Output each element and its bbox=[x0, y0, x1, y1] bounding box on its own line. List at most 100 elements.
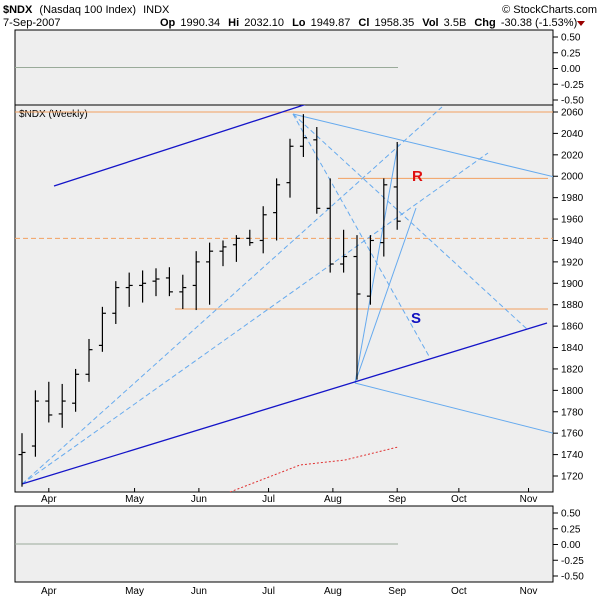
bottom-axis: 0.50 0.25 0.00 -0.25 -0.50 bbox=[553, 509, 584, 583]
top-axis: 0.50 0.25 0.00 -0.25 -0.50 bbox=[553, 33, 584, 107]
change-value: -30.38 (-1.53%) bbox=[501, 17, 577, 29]
ohlc-bar bbox=[179, 274, 187, 309]
ohlc-bar bbox=[18, 433, 26, 487]
symbol: $NDX bbox=[3, 4, 33, 16]
bottom-xtick-label: Aug bbox=[324, 586, 342, 597]
indicator-ytick-label: 0.50 bbox=[561, 509, 581, 520]
high-value: 2032.10 bbox=[244, 17, 284, 29]
bottom-xtick-label: Jul bbox=[262, 586, 275, 597]
down-arrow-icon bbox=[577, 21, 585, 26]
bottom-xtick-label: Nov bbox=[520, 586, 538, 597]
top-indicator-panel: 0.50 0.25 0.00 -0.25 -0.50 bbox=[14, 29, 584, 107]
chart-header: $NDX (Nasdaq 100 Index) INDX © StockChar… bbox=[3, 4, 597, 29]
support-label: S bbox=[411, 310, 421, 327]
indicator-ytick-label: -0.25 bbox=[561, 80, 584, 91]
price-xtick-label: Oct bbox=[451, 494, 467, 505]
ohlc-bar bbox=[313, 126, 321, 214]
quote-line: Op 1990.34 Hi 2032.10 Lo 1949.87 Cl 1958… bbox=[160, 17, 577, 29]
price-ytick-label: 1860 bbox=[561, 322, 584, 333]
price-ytick-label: 1840 bbox=[561, 343, 584, 354]
exchange: INDX bbox=[143, 4, 170, 16]
fan-solid-line bbox=[354, 207, 417, 384]
volume-label: Vol bbox=[422, 17, 438, 29]
indicator-ytick-label: 0.50 bbox=[561, 33, 581, 44]
price-bars bbox=[18, 114, 401, 487]
ohlc-bar bbox=[353, 235, 361, 380]
close-label: Cl bbox=[358, 17, 369, 29]
price-xtick-label: Sep bbox=[388, 494, 406, 505]
index-name: (Nasdaq 100 Index) bbox=[39, 4, 136, 16]
horizontal-levels bbox=[15, 111, 553, 310]
low-label: Lo bbox=[292, 17, 306, 29]
svg-text:$NDX (Nasdaq 100 Index): $NDX (Nasdaq 100 Index) INDX bbox=[3, 4, 170, 16]
price-xtick-label: May bbox=[125, 494, 144, 505]
price-ytick-label: 2060 bbox=[561, 108, 584, 119]
ohlc-bar bbox=[152, 268, 160, 297]
price-xtick-label: Apr bbox=[41, 494, 57, 505]
ohlc-bar bbox=[340, 229, 348, 273]
price-xtick-label: Jun bbox=[191, 494, 207, 505]
fan-lines bbox=[21, 106, 553, 485]
ohlc-bar bbox=[206, 242, 214, 305]
ohlc-bar bbox=[45, 381, 53, 423]
ohlc-bar bbox=[192, 251, 200, 311]
price-ytick-label: 2040 bbox=[561, 129, 584, 140]
ohlc-bar bbox=[393, 141, 401, 230]
price-ytick-label: 1920 bbox=[561, 257, 584, 268]
price-x-axis: Apr May Jun Jul Aug Sep Oct Nov bbox=[41, 488, 537, 505]
ohlc-bar bbox=[31, 390, 39, 457]
price-ytick-label: 1940 bbox=[561, 236, 584, 247]
indicator-ytick-label: 0.00 bbox=[561, 540, 581, 551]
ohlc-bar bbox=[85, 338, 93, 382]
price-ytick-label: 1740 bbox=[561, 450, 584, 461]
indicator-ytick-label: -0.50 bbox=[561, 572, 584, 583]
indicator-ytick-label: 0.25 bbox=[561, 524, 581, 535]
high-label: Hi bbox=[228, 17, 239, 29]
price-xtick-label: Nov bbox=[520, 494, 538, 505]
indicator-ytick-label: -0.25 bbox=[561, 556, 584, 567]
ohlc-bar bbox=[273, 178, 281, 241]
fan-dashed-line bbox=[21, 152, 489, 485]
bottom-xtick-label: Apr bbox=[41, 586, 57, 597]
ohlc-bar bbox=[139, 270, 147, 303]
volume-value: 3.5B bbox=[444, 17, 467, 29]
indicator-ytick-label: 0.25 bbox=[561, 48, 581, 59]
price-ytick-label: 2000 bbox=[561, 172, 584, 183]
fan-dashed-line bbox=[21, 106, 443, 485]
fan-solid-line bbox=[354, 382, 553, 434]
price-ytick-label: 1800 bbox=[561, 386, 584, 397]
ohlc-bar bbox=[58, 383, 66, 428]
chart-date: 7-Sep-2007 bbox=[3, 17, 61, 29]
ohlc-bar bbox=[259, 206, 267, 254]
upper-channel-line bbox=[53, 105, 306, 187]
ohlc-bar bbox=[72, 368, 80, 412]
price-ytick-label: 1880 bbox=[561, 300, 584, 311]
bottom-xtick-label: Jun bbox=[191, 586, 207, 597]
fan-dashed-line bbox=[292, 113, 431, 359]
bottom-indicator-panel: 0.50 0.25 0.00 -0.25 -0.50 Apr May Jun Jul Aug Se… bbox=[14, 505, 584, 597]
price-panel: $NDX (Weekly) 2060 2040 2020 2000 1980 1960 19… bbox=[14, 104, 584, 505]
indicator-ytick-label: -0.50 bbox=[561, 96, 584, 107]
price-ytick-label: 1720 bbox=[561, 472, 584, 483]
ohlc-bar bbox=[299, 114, 307, 157]
price-ytick-label: 1960 bbox=[561, 215, 584, 226]
price-ytick-label: 1820 bbox=[561, 364, 584, 375]
ohlc-bar bbox=[125, 272, 133, 307]
price-ytick-label: 1780 bbox=[561, 407, 584, 418]
bottom-xtick-label: Sep bbox=[388, 586, 406, 597]
indicator-ytick-label: 0.00 bbox=[561, 64, 581, 75]
ohlc-bar bbox=[219, 240, 227, 267]
ohlc-bar bbox=[380, 178, 388, 257]
price-ytick-label: 1760 bbox=[561, 429, 584, 440]
price-ytick-label: 2020 bbox=[561, 150, 584, 161]
low-value: 1949.87 bbox=[311, 17, 351, 29]
price-y-axis: 2060 2040 2020 2000 1980 1960 1940 1920 1900 1880… bbox=[553, 108, 584, 483]
trend-channel bbox=[21, 105, 548, 485]
price-xtick-label: Jul bbox=[262, 494, 275, 505]
price-ytick-label: 1900 bbox=[561, 279, 584, 290]
ohlc-bar bbox=[232, 235, 240, 262]
price-panel-title: $NDX (Weekly) bbox=[19, 109, 88, 120]
resistance-label: R bbox=[412, 168, 423, 185]
watermark: © StockCharts.com bbox=[502, 4, 597, 16]
